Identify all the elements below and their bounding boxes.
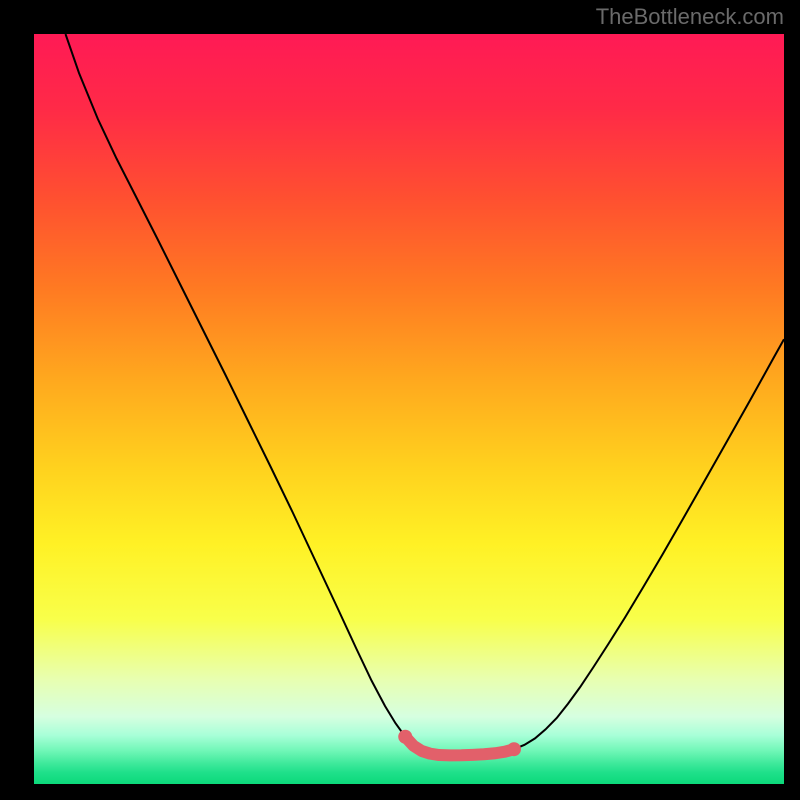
highlight-dot-end [507,742,521,756]
curve-line [66,34,785,755]
highlight-segment [405,737,514,756]
chart-area [34,34,784,784]
watermark-text: TheBottleneck.com [596,4,784,30]
highlight-dot-start [398,730,412,744]
bottleneck-curve [34,34,784,784]
